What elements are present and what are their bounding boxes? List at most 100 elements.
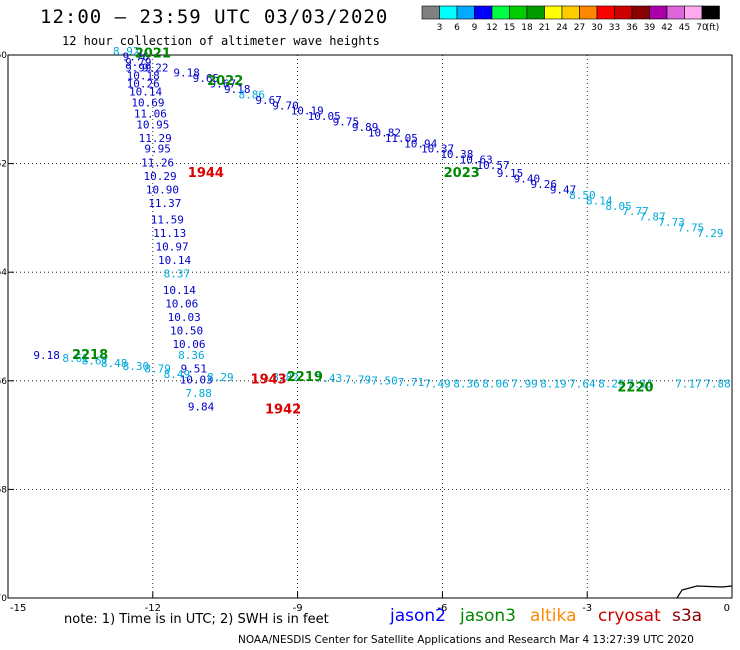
wave-height-value: 9.65: [193, 72, 220, 85]
pass-time-label: 2022: [207, 74, 243, 89]
scale-label: 3: [437, 23, 443, 33]
scale-label: 9: [472, 23, 478, 33]
legend-cryosat: cryosat: [598, 606, 661, 626]
wave-height-value: 10.18: [127, 69, 160, 82]
wave-height-value: 10.06: [172, 338, 205, 351]
wave-height-value: 7.49: [424, 377, 451, 390]
coastline: [676, 585, 733, 599]
wave-height-value: 7.64: [569, 377, 596, 390]
scale-swatch: [579, 5, 598, 20]
scale-label: 24: [556, 23, 568, 33]
wave-height-value: 7.87: [639, 211, 666, 224]
map-subtitle: 12 hour collection of altimeter wave hei…: [62, 34, 380, 48]
wave-height-value: 8.29: [598, 377, 625, 390]
y-tick-label: -70: [0, 594, 7, 604]
pass-time-label: 2021: [135, 47, 171, 62]
wave-height-value: 8.30: [123, 360, 150, 373]
scale-swatch: [684, 5, 703, 20]
scale-label: 27: [574, 23, 585, 33]
wave-height-value: 10.05: [308, 110, 341, 123]
x-tick-label: -15: [10, 603, 26, 614]
wave-height-value: 10.03: [168, 311, 201, 324]
wave-height-value: 10.90: [146, 183, 179, 196]
scale-swatch: [649, 5, 668, 20]
wave-height-value: 9.99: [125, 61, 152, 74]
wave-height-value: 9.67: [255, 94, 282, 107]
footer-note: note: 1) Time is in UTC; 2) SWH is in fe…: [64, 612, 329, 627]
y-tick-label: -60: [0, 51, 7, 61]
scale-swatch: [701, 5, 720, 20]
pass-time-label: 1944: [188, 166, 224, 181]
wave-height-value: 10.06: [165, 297, 198, 310]
scale-swatch: [614, 5, 633, 20]
wave-height-value: 11.06: [134, 107, 167, 120]
wave-height-value: 7.50: [371, 375, 398, 388]
legend-s3a: s3a: [672, 606, 703, 626]
scale-label: 6: [454, 23, 460, 33]
wave-height-value: 8.82: [272, 371, 299, 384]
y-tick-label: -62: [0, 160, 7, 170]
wave-height-value: 8.67: [82, 355, 109, 368]
wave-height-value: 10.50: [170, 325, 203, 338]
scale-swatch: [456, 5, 475, 20]
wave-height-value: 10.38: [440, 148, 473, 161]
scale-swatch: [544, 5, 563, 20]
y-tick-label: -64: [0, 268, 7, 278]
pass-time-label: 2219: [287, 370, 323, 385]
pass-time-label: 2220: [617, 381, 653, 396]
wave-height-value: 8.86: [238, 88, 265, 101]
wave-height-value: 10.14: [158, 254, 191, 267]
wave-height-value: 7.75: [678, 221, 705, 234]
wave-height-value: 9.26: [531, 178, 558, 191]
wave-height-value: 8.06: [482, 377, 509, 390]
wave-height-value: 8.50: [569, 189, 596, 202]
wave-height-value: 8.61: [62, 352, 89, 365]
scale-swatch: [666, 5, 685, 20]
scale-swatch: [526, 5, 545, 20]
wave-height-value: 10.82: [368, 126, 401, 139]
wave-height-value: 10.63: [460, 154, 493, 167]
y-tick-label: -68: [0, 485, 7, 495]
wave-height-value: 10.14: [129, 86, 162, 99]
scale-swatch: [439, 5, 458, 20]
wave-height-value: 9.95: [144, 143, 171, 156]
wave-height-value: 10.29: [143, 170, 176, 183]
wave-height-value: 7.88: [704, 377, 731, 390]
wave-height-value: 8.05: [605, 200, 632, 213]
wave-height-value: 7.73: [658, 216, 685, 229]
scale-label: 45: [679, 23, 690, 33]
scale-label: 30: [591, 23, 603, 33]
wave-height-value: 8.14: [586, 194, 613, 207]
scale-label: 39: [644, 23, 656, 33]
wave-height-value: 8.48: [101, 357, 128, 370]
scale-label: 70: [696, 23, 708, 33]
wave-height-value: 11.29: [139, 132, 172, 145]
wave-height-value: 10.69: [131, 97, 164, 110]
scale-label: 18: [521, 23, 533, 33]
wave-height-value: 9.67: [210, 78, 237, 91]
wave-height-value: 7.99: [511, 377, 538, 390]
wave-height-value: 9.70: [272, 99, 299, 112]
wave-height-value: 8.37: [164, 268, 191, 281]
scale-swatch: [491, 5, 510, 20]
pass-time-label: 2023: [444, 166, 480, 181]
wave-height-value: 8.29: [207, 371, 234, 384]
scale-swatch: [596, 5, 615, 20]
wave-height-value: 10.97: [156, 240, 189, 253]
wave-height-value: 8.92: [113, 45, 140, 58]
wave-height-value: 7.77: [622, 205, 649, 218]
wave-height-value: 9.18: [224, 83, 251, 96]
wave-height-value: 10.94: [404, 137, 437, 150]
scale-swatch: [561, 5, 580, 20]
wave-height-value: 10.37: [421, 143, 454, 156]
wave-height-value: 7.29: [697, 227, 724, 240]
scale-swatch: [474, 5, 493, 20]
x-tick-label: -12: [145, 603, 161, 614]
wave-height-value: 10.26: [127, 78, 160, 91]
wave-height-value: 10.95: [136, 118, 169, 131]
wave-height-value: 9.84: [188, 401, 215, 414]
scale-label: 42: [661, 23, 672, 33]
wave-height-value: 10.03: [180, 374, 213, 387]
wave-height-value: 9.51: [181, 363, 208, 376]
